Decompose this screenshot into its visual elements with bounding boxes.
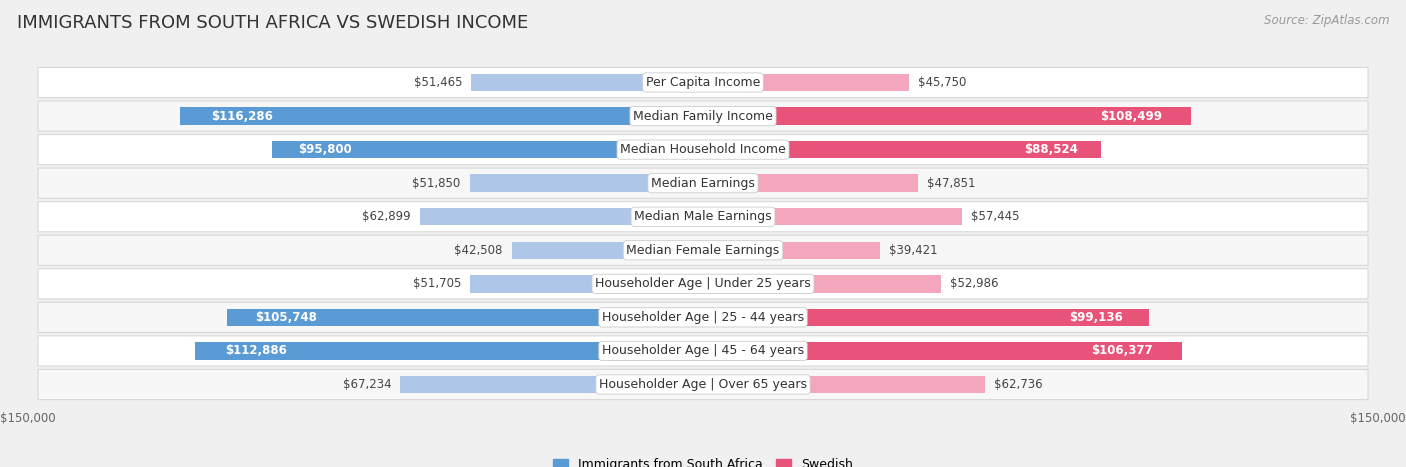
Text: Median Male Earnings: Median Male Earnings [634, 210, 772, 223]
Text: $99,136: $99,136 [1069, 311, 1122, 324]
FancyBboxPatch shape [38, 302, 1368, 333]
FancyBboxPatch shape [38, 336, 1368, 366]
Text: Householder Age | Under 25 years: Householder Age | Under 25 years [595, 277, 811, 290]
Text: Median Family Income: Median Family Income [633, 110, 773, 122]
Text: $62,899: $62,899 [363, 210, 411, 223]
Bar [703, 309, 1149, 326]
Bar [471, 74, 703, 91]
Bar [470, 175, 703, 192]
Text: $116,286: $116,286 [211, 110, 273, 122]
FancyBboxPatch shape [38, 67, 1368, 98]
Bar [703, 74, 908, 91]
Text: $67,234: $67,234 [343, 378, 391, 391]
FancyBboxPatch shape [38, 168, 1368, 198]
Text: Median Earnings: Median Earnings [651, 177, 755, 190]
Text: Householder Age | 45 - 64 years: Householder Age | 45 - 64 years [602, 345, 804, 357]
Text: $105,748: $105,748 [256, 311, 318, 324]
Text: $39,421: $39,421 [890, 244, 938, 257]
Bar [703, 175, 918, 192]
Text: Median Female Earnings: Median Female Earnings [627, 244, 779, 257]
Bar [226, 309, 703, 326]
FancyBboxPatch shape [38, 134, 1368, 165]
Text: $95,800: $95,800 [298, 143, 352, 156]
Bar [420, 208, 703, 226]
Text: $112,886: $112,886 [225, 345, 287, 357]
Text: $45,750: $45,750 [918, 76, 966, 89]
Text: $47,851: $47,851 [928, 177, 976, 190]
Bar [703, 141, 1101, 158]
Text: $42,508: $42,508 [454, 244, 503, 257]
Text: $52,986: $52,986 [950, 277, 1000, 290]
Text: $88,524: $88,524 [1024, 143, 1077, 156]
Text: IMMIGRANTS FROM SOUTH AFRICA VS SWEDISH INCOME: IMMIGRANTS FROM SOUTH AFRICA VS SWEDISH … [17, 14, 529, 32]
Text: Median Household Income: Median Household Income [620, 143, 786, 156]
Bar [180, 107, 703, 125]
Text: $62,736: $62,736 [994, 378, 1043, 391]
FancyBboxPatch shape [38, 235, 1368, 265]
Bar [703, 342, 1182, 360]
Text: $51,850: $51,850 [412, 177, 461, 190]
Bar [703, 376, 986, 393]
Bar [195, 342, 703, 360]
FancyBboxPatch shape [38, 269, 1368, 299]
FancyBboxPatch shape [38, 369, 1368, 400]
Text: $57,445: $57,445 [970, 210, 1019, 223]
Bar [512, 241, 703, 259]
FancyBboxPatch shape [38, 202, 1368, 232]
Text: $51,705: $51,705 [413, 277, 461, 290]
Text: $106,377: $106,377 [1091, 345, 1153, 357]
Bar [401, 376, 703, 393]
Bar [703, 208, 962, 226]
Bar [703, 107, 1191, 125]
Bar [470, 275, 703, 292]
Legend: Immigrants from South Africa, Swedish: Immigrants from South Africa, Swedish [548, 453, 858, 467]
Bar [271, 141, 703, 158]
Bar [703, 241, 880, 259]
FancyBboxPatch shape [38, 101, 1368, 131]
Text: Householder Age | 25 - 44 years: Householder Age | 25 - 44 years [602, 311, 804, 324]
Text: $108,499: $108,499 [1099, 110, 1161, 122]
Text: Per Capita Income: Per Capita Income [645, 76, 761, 89]
Text: Source: ZipAtlas.com: Source: ZipAtlas.com [1264, 14, 1389, 27]
Text: Householder Age | Over 65 years: Householder Age | Over 65 years [599, 378, 807, 391]
Text: $51,465: $51,465 [413, 76, 463, 89]
Bar [703, 275, 942, 292]
